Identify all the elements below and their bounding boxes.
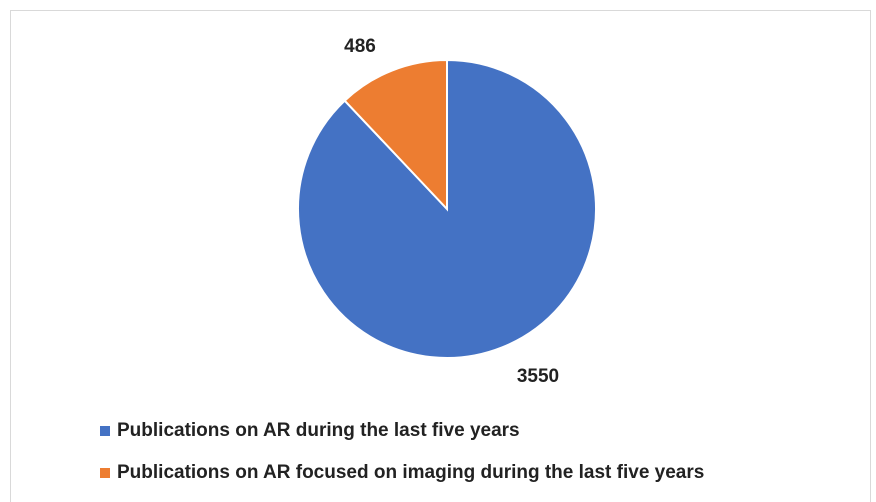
legend-swatch <box>100 426 110 436</box>
legend-label: Publications on AR focused on imaging du… <box>117 462 704 483</box>
legend-label: Publications on AR during the last five … <box>117 420 520 441</box>
pie-slice <box>343 58 448 212</box>
data-label: 3550 <box>517 366 559 387</box>
data-label: 486 <box>344 36 376 57</box>
legend-swatch <box>100 468 110 478</box>
